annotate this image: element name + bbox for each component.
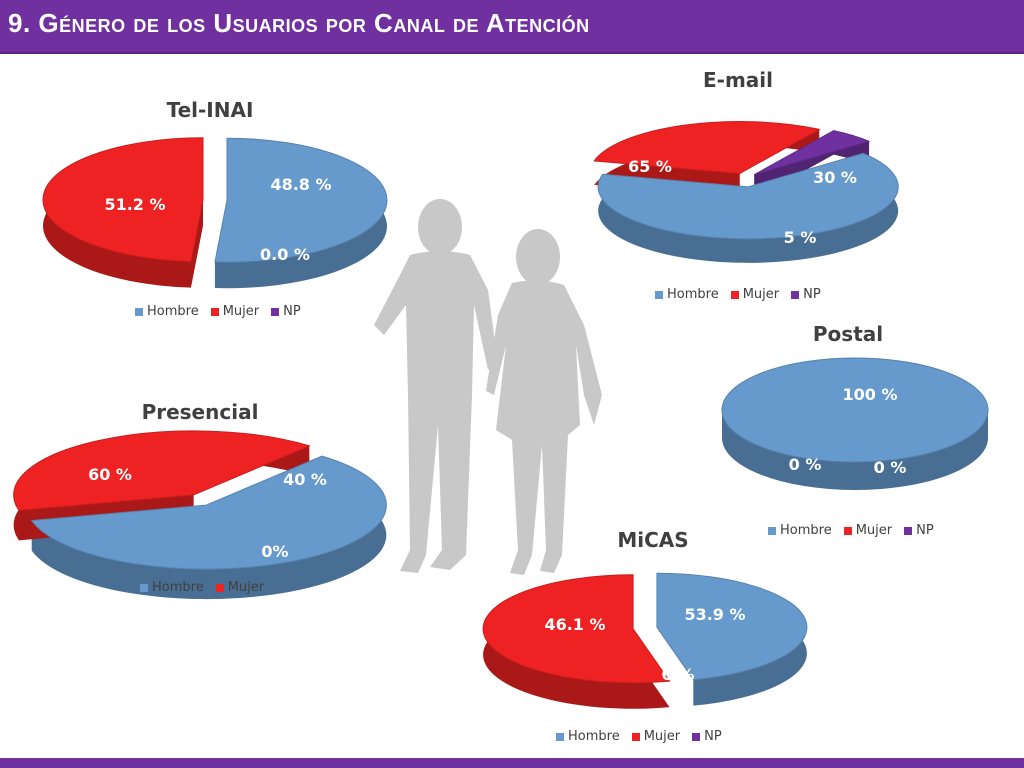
legend-swatch xyxy=(768,526,776,535)
legend-item-mujer: Mujer xyxy=(730,287,780,302)
title-bar: 9. Género de los Usuarios por Canal de A… xyxy=(0,0,1024,54)
legend-item-np: NP xyxy=(692,729,722,744)
pie-slice-hombre xyxy=(597,152,899,240)
data-label: 0% xyxy=(261,542,288,561)
pie-slice-mujer xyxy=(42,137,204,263)
pie-slice-hombre xyxy=(721,357,989,463)
legend-swatch xyxy=(791,290,800,299)
legend-label: Mujer xyxy=(643,729,681,744)
legend-swatch xyxy=(271,307,280,316)
legend-item-hombre: Hombre xyxy=(140,580,204,595)
chart-title-postal: Postal xyxy=(812,322,884,346)
legend-item-hombre: Hombre xyxy=(768,523,832,538)
legend-swatch xyxy=(692,732,701,741)
data-label: 48.8 % xyxy=(270,175,331,194)
pie-slice-hombre xyxy=(30,455,387,570)
legend-label: Hombre xyxy=(147,304,199,319)
legend-item-mujer: Mujer xyxy=(215,580,265,595)
pie-slice-mujer xyxy=(13,430,311,511)
legend-item-hombre: Hombre xyxy=(135,304,199,319)
data-label: 60 % xyxy=(88,465,132,484)
legend-label: Mujer xyxy=(855,523,893,538)
chart-title-presencial: Presencial xyxy=(141,400,259,424)
chart-title-micas: MiCAS xyxy=(617,528,689,552)
legend-micas: Hombre Mujer NP xyxy=(556,729,722,744)
chart-title-email: E-mail xyxy=(702,68,773,92)
bottom-bar xyxy=(0,758,1024,768)
legend-label: NP xyxy=(916,523,934,538)
legend-item-hombre: Hombre xyxy=(556,729,620,744)
legend-label: NP xyxy=(803,287,821,302)
data-label: 46.1 % xyxy=(544,615,605,634)
legend-tel-inai: Hombre Mujer NP xyxy=(135,304,301,319)
legend-swatch xyxy=(843,526,852,535)
legend-item-np: NP xyxy=(904,523,934,538)
legend-label: Mujer xyxy=(222,304,260,319)
data-label: 0 % xyxy=(874,458,907,477)
pie-slice-mujer xyxy=(593,121,821,175)
legend-label: NP xyxy=(704,729,722,744)
legend-swatch xyxy=(140,583,148,592)
slice-side-hombre xyxy=(722,410,988,490)
pie-chart-tel-inai: 51.2 % 48.8 % 0.0 % xyxy=(42,137,388,289)
data-label: 0.0 % xyxy=(260,245,310,264)
pie-slice-mujer xyxy=(482,574,671,684)
legend-email: Hombre Mujer NP xyxy=(655,287,821,302)
data-label: 100 % xyxy=(843,385,898,404)
pie-slice-hombre xyxy=(656,572,808,681)
legend-label: Hombre xyxy=(667,287,719,302)
legend-swatch xyxy=(215,583,224,592)
legend-item-mujer: Mujer xyxy=(843,523,893,538)
pie-chart-micas: 46.1 % 53.9 % 0 % xyxy=(482,572,808,709)
data-label: 40 % xyxy=(283,470,327,489)
legend-label: Hombre xyxy=(568,729,620,744)
legend-label: Hombre xyxy=(152,580,204,595)
data-label: 5 % xyxy=(784,228,817,247)
legend-item-np: NP xyxy=(791,287,821,302)
legend-label: Mujer xyxy=(227,580,265,595)
legend-swatch xyxy=(556,732,564,741)
legend-label: NP xyxy=(283,304,301,319)
data-label: 30 % xyxy=(813,168,857,187)
legend-postal: Hombre Mujer NP xyxy=(768,523,934,538)
data-label: 65 % xyxy=(628,157,672,176)
legend-item-mujer: Mujer xyxy=(210,304,260,319)
pie-chart-email: 65 % 30 % 5 % xyxy=(593,121,899,263)
legend-label: Mujer xyxy=(742,287,780,302)
couple-silhouette-icon xyxy=(374,199,602,575)
legend-swatch xyxy=(135,307,143,316)
legend-item-np: NP xyxy=(271,304,301,319)
legend-swatch xyxy=(210,307,219,316)
data-label: 53.9 % xyxy=(684,605,745,624)
legend-item-mujer: Mujer xyxy=(631,729,681,744)
legend-item-hombre: Hombre xyxy=(655,287,719,302)
legend-swatch xyxy=(655,290,663,299)
pie-slice-hombre xyxy=(214,137,388,263)
data-label: 0 % xyxy=(789,455,822,474)
legend-swatch xyxy=(631,732,640,741)
legend-swatch xyxy=(730,290,739,299)
chart-title-tel-inai: Tel-INAI xyxy=(166,98,254,122)
legend-swatch xyxy=(904,526,913,535)
data-label: 0 % xyxy=(662,665,695,684)
pie-chart-postal: 100 % 0 % 0 % xyxy=(721,357,989,490)
data-label: 51.2 % xyxy=(104,195,165,214)
legend-label: Hombre xyxy=(780,523,832,538)
slide-title: 9. Género de los Usuarios por Canal de A… xyxy=(8,8,590,38)
pie-slice-np xyxy=(753,130,871,176)
legend-presencial: Hombre Mujer xyxy=(140,580,264,595)
pie-chart-presencial: 60 % 40 % 0% xyxy=(13,430,387,600)
